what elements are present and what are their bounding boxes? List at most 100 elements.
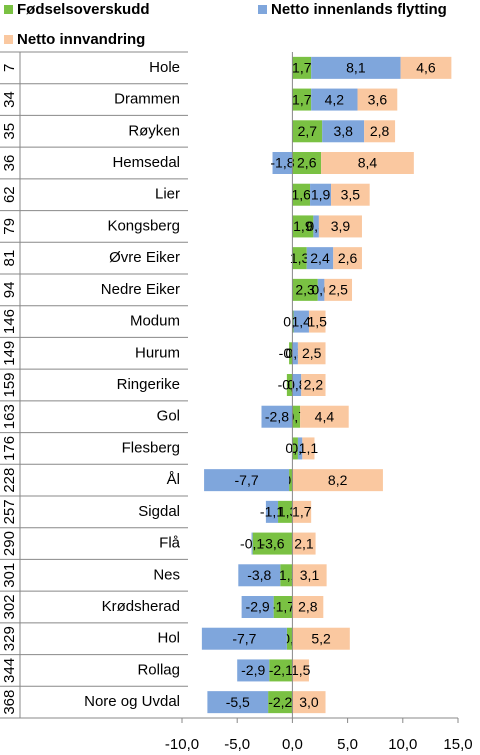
rank-label: 301 bbox=[1, 563, 18, 588]
bar-segment bbox=[241, 596, 274, 618]
y-tick-label: Hurum bbox=[135, 344, 180, 361]
rank-label: 159 bbox=[1, 372, 18, 397]
x-tick-label: -10,0 bbox=[165, 736, 199, 753]
value-label: 3,5 bbox=[341, 186, 361, 202]
value-label: -7,7 bbox=[232, 630, 256, 646]
y-tick-label: Ål bbox=[167, 471, 180, 488]
value-label: 1,6 bbox=[291, 186, 311, 202]
rank-label: 290 bbox=[1, 531, 18, 556]
bar-segment bbox=[292, 247, 307, 270]
value-label: -5,5 bbox=[226, 694, 250, 710]
bar-segment bbox=[238, 564, 281, 587]
rank-label: 7 bbox=[1, 64, 18, 72]
rank-label: 36 bbox=[1, 155, 18, 172]
bar-segment bbox=[278, 500, 293, 523]
bar-segment bbox=[324, 278, 353, 301]
bar-segment bbox=[357, 88, 398, 111]
value-label: -2,2 bbox=[268, 694, 292, 710]
value-label: -2,1 bbox=[269, 662, 293, 678]
y-tick-label: Nore og Uvdal bbox=[84, 693, 180, 710]
rank-label: 34 bbox=[1, 91, 18, 108]
bar-segment bbox=[292, 215, 314, 238]
rank-label: 62 bbox=[1, 186, 18, 203]
rank-label: 79 bbox=[1, 218, 18, 235]
value-label: 2,5 bbox=[302, 345, 322, 361]
value-label: 1,7 bbox=[292, 60, 312, 76]
value-label: 2,8 bbox=[370, 123, 390, 139]
rank-label: 344 bbox=[1, 658, 18, 683]
bar-segment bbox=[300, 405, 349, 428]
rank-label: 35 bbox=[1, 123, 18, 140]
bar-segment bbox=[292, 691, 326, 714]
value-label: 1,1 bbox=[299, 440, 319, 456]
value-label: 3,8 bbox=[333, 123, 353, 139]
bar-segment bbox=[292, 627, 350, 650]
value-label: -0,1 bbox=[240, 535, 264, 551]
value-label: 2,6 bbox=[297, 155, 317, 171]
bar-segment bbox=[302, 437, 315, 460]
bar-segment bbox=[331, 183, 370, 206]
bar-segment bbox=[292, 405, 301, 428]
legend-swatch bbox=[258, 5, 267, 14]
rank-label: 228 bbox=[1, 468, 18, 493]
value-label: 5,2 bbox=[311, 630, 331, 646]
y-tick-label: Flå bbox=[159, 535, 180, 552]
bar-segment bbox=[292, 437, 298, 460]
y-tick-label: Nes bbox=[153, 566, 180, 583]
legend-swatch bbox=[4, 35, 13, 44]
y-tick-label: Hol bbox=[157, 630, 180, 647]
bar-segment bbox=[201, 627, 287, 650]
bar-segment bbox=[306, 247, 334, 270]
rank-label: 329 bbox=[1, 626, 18, 651]
value-label: 1,3 bbox=[290, 250, 310, 266]
x-tick-label: 10,0 bbox=[388, 736, 417, 753]
y-tick-label: Rollag bbox=[137, 661, 180, 678]
bar-segment bbox=[292, 596, 324, 618]
rank-label: 257 bbox=[1, 499, 18, 524]
value-label: 2,6 bbox=[338, 250, 358, 266]
y-tick-label: Sigdal bbox=[138, 503, 180, 520]
rank-label: 163 bbox=[1, 404, 18, 429]
bar-segment bbox=[280, 564, 293, 587]
y-tick-label: Modum bbox=[130, 313, 180, 330]
value-label: -2,9 bbox=[241, 662, 265, 678]
value-label: 3,0 bbox=[299, 694, 319, 710]
value-label: 2,1 bbox=[294, 535, 314, 551]
rank-label: 94 bbox=[1, 282, 18, 299]
y-tick-label: Hole bbox=[149, 59, 180, 76]
bar-segment bbox=[251, 532, 253, 555]
bar-segment bbox=[292, 564, 327, 587]
bar-segment bbox=[252, 532, 293, 555]
value-label: -7,7 bbox=[235, 472, 259, 488]
value-label: -1,1 bbox=[260, 504, 284, 520]
bar-segment bbox=[292, 88, 312, 111]
value-label: -1,7 bbox=[271, 599, 295, 615]
rank-label: 81 bbox=[1, 250, 18, 267]
bar-segment bbox=[321, 152, 414, 174]
rank-label: 146 bbox=[1, 309, 18, 334]
bar-segment bbox=[292, 56, 312, 79]
bar-segment bbox=[308, 310, 326, 333]
bar-segment bbox=[313, 215, 319, 238]
bar-segment bbox=[273, 596, 293, 618]
y-tick-label: Røyken bbox=[128, 122, 180, 139]
bar-segment bbox=[272, 152, 293, 174]
value-label: 4,6 bbox=[416, 60, 436, 76]
bar-segment bbox=[333, 247, 362, 270]
value-label: 1,7 bbox=[292, 504, 312, 520]
bar-segment bbox=[292, 500, 312, 523]
y-tick-label: Øvre Eiker bbox=[109, 249, 180, 266]
bar-segment bbox=[322, 120, 365, 143]
y-tick-label: Nedre Eiker bbox=[101, 281, 180, 298]
x-tick-label: 5,0 bbox=[337, 736, 358, 753]
value-label: -1,3 bbox=[273, 504, 297, 520]
bar-segment bbox=[289, 342, 293, 365]
value-label: 1,7 bbox=[292, 91, 312, 107]
value-label: 1,4 bbox=[291, 313, 311, 329]
bar-segment bbox=[297, 437, 303, 460]
y-tick-label: Flesberg bbox=[122, 439, 180, 456]
bar-segment bbox=[400, 56, 452, 79]
rank-label: 302 bbox=[1, 594, 18, 619]
rank-label: 176 bbox=[1, 436, 18, 461]
